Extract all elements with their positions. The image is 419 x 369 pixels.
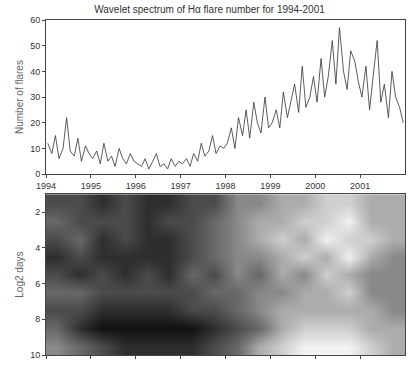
svg-text:1999: 1999 [260,181,280,191]
svg-text:30: 30 [30,92,40,102]
svg-text:1994: 1994 [36,181,56,191]
svg-text:1996: 1996 [126,181,146,191]
svg-text:1995: 1995 [81,181,101,191]
svg-text:0: 0 [35,169,40,179]
svg-text:50: 50 [30,41,40,51]
svg-text:2: 2 [35,207,40,217]
svg-text:2001: 2001 [350,181,370,191]
svg-text:6: 6 [35,279,40,289]
svg-text:Number of flares: Number of flares [14,60,25,134]
svg-text:1997: 1997 [171,181,191,191]
svg-text:1998: 1998 [215,181,235,191]
svg-text:40: 40 [30,67,40,77]
svg-text:10: 10 [30,144,40,154]
svg-text:2000: 2000 [305,181,325,191]
svg-text:20: 20 [30,118,40,128]
svg-text:4: 4 [35,243,40,253]
svg-text:10: 10 [30,350,40,360]
svg-text:8: 8 [35,314,40,324]
svg-text:Wavelet spectrum of Hα flare n: Wavelet spectrum of Hα flare number for … [94,4,325,15]
svg-text:60: 60 [30,15,40,25]
svg-text:Log2 days: Log2 days [14,252,25,298]
